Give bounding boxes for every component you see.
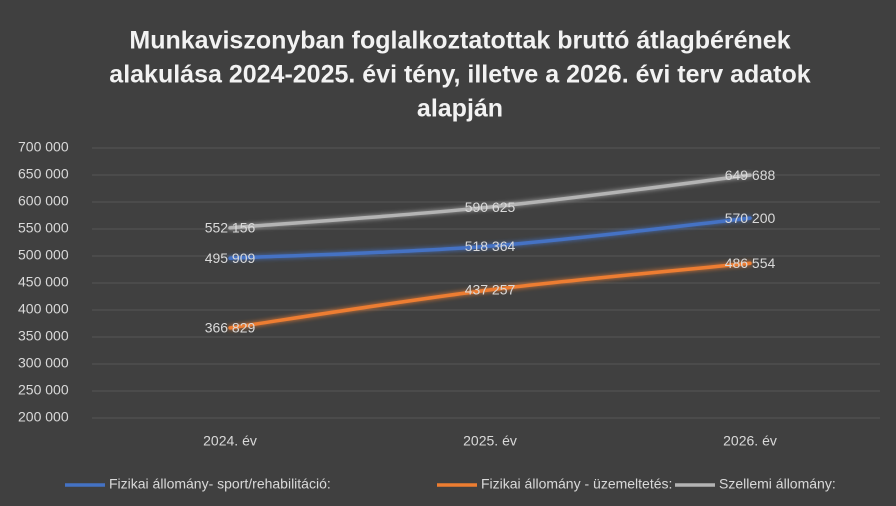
data-label: 570 200 — [725, 210, 776, 226]
chart-title: Munkaviszonyban foglalkoztatottak bruttó… — [129, 27, 790, 55]
legend-label: Szellemi állomány: — [719, 476, 836, 492]
data-label: 437 257 — [465, 282, 516, 298]
chart-title: alakulása 2024-2025. évi tény, illetve a… — [109, 61, 810, 89]
x-tick-label: 2024. év — [203, 433, 257, 449]
data-label: 495 909 — [205, 250, 256, 266]
line — [228, 216, 752, 260]
chart-title: alapján — [417, 95, 503, 123]
y-tick-label: 450 000 — [18, 274, 69, 290]
data-label: 649 688 — [725, 167, 776, 183]
y-tick-label: 300 000 — [18, 355, 69, 371]
y-tick-label: 250 000 — [18, 382, 69, 398]
y-tick-label: 650 000 — [18, 166, 69, 182]
y-tick-label: 400 000 — [18, 301, 69, 317]
data-label: 590 625 — [465, 199, 516, 215]
line — [228, 261, 752, 330]
legend-label: Fizikai állomány- sport/rehabilitáció: — [109, 476, 331, 492]
y-tick-label: 200 000 — [18, 409, 69, 425]
y-tick-label: 700 000 — [18, 139, 69, 155]
y-tick-label: 600 000 — [18, 193, 69, 209]
line — [228, 173, 752, 230]
data-label: 518 364 — [465, 238, 516, 254]
data-label: 366 829 — [205, 320, 256, 336]
x-tick-label: 2025. év — [463, 433, 517, 449]
data-label: 552 156 — [205, 220, 256, 236]
y-tick-label: 500 000 — [18, 247, 69, 263]
y-tick-label: 550 000 — [18, 220, 69, 236]
legend-label: Fizikai állomány - üzemeltetés: — [481, 476, 672, 492]
y-tick-label: 350 000 — [18, 328, 69, 344]
x-tick-label: 2026. év — [723, 433, 777, 449]
data-label: 486 554 — [725, 255, 776, 271]
